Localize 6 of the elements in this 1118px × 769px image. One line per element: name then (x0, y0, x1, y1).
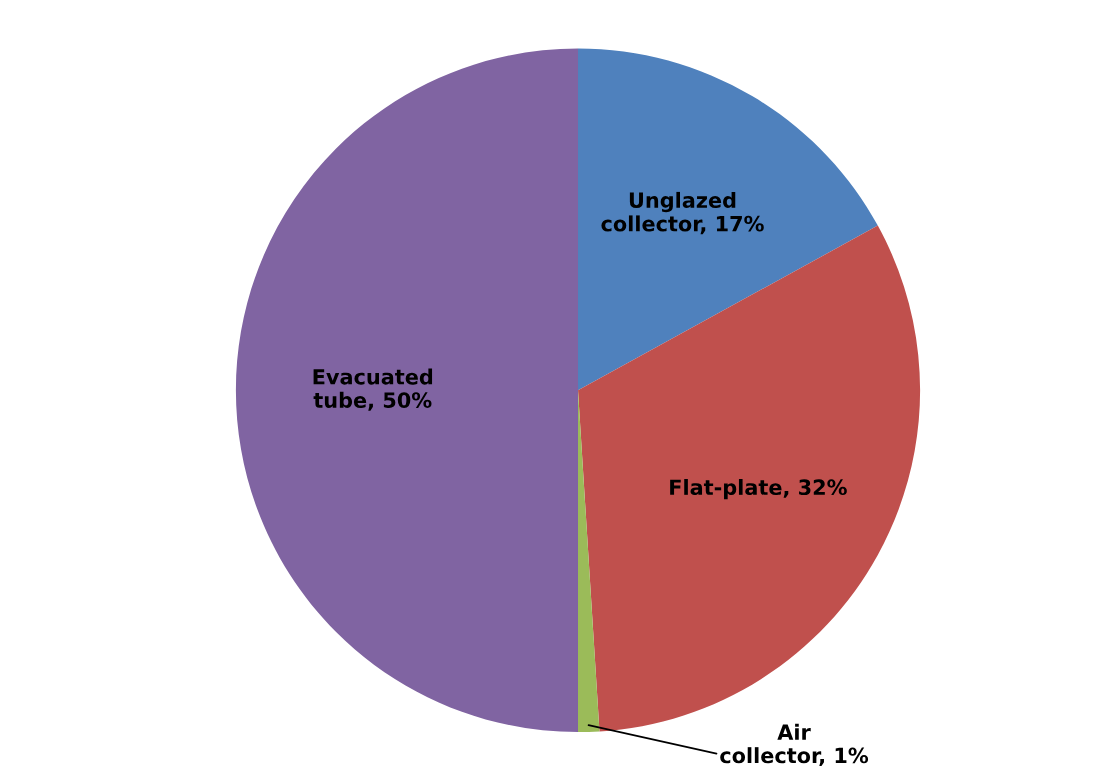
pie-slice (578, 48, 878, 391)
slice-label: Air collector, 1% (720, 723, 869, 766)
slice-label: Unglazed collector, 17% (601, 191, 764, 235)
slice-label: Flat-plate, 32% (670, 478, 847, 500)
slice-label: Evacuated tube, 50% (313, 368, 433, 411)
pie-slice (235, 48, 579, 733)
